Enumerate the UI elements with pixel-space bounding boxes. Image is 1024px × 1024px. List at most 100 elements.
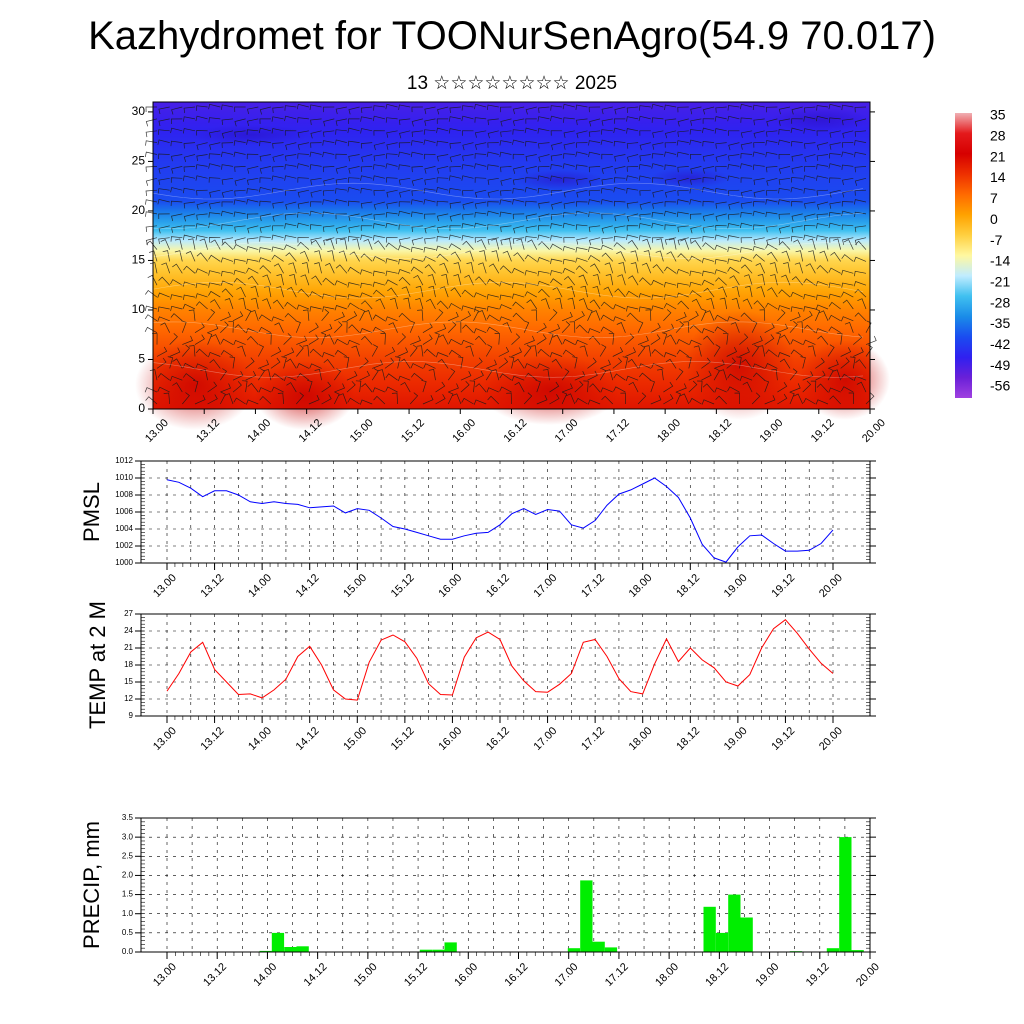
x-tick-label: 19.12 bbox=[769, 725, 797, 753]
x-tick-label: 16.00 bbox=[436, 572, 464, 600]
precip-bar bbox=[284, 947, 297, 952]
x-tick-label: 19.12 bbox=[804, 961, 832, 989]
precip-bar bbox=[740, 917, 753, 952]
precip-bar bbox=[728, 894, 741, 952]
y-tick-label: 1004 bbox=[115, 524, 133, 533]
pmsl-grid bbox=[141, 460, 870, 564]
colorbar-label: -7 bbox=[990, 232, 1003, 248]
x-tick-label: 17.12 bbox=[604, 417, 632, 445]
x-tick-label: 19.00 bbox=[758, 417, 786, 445]
y-tick-label: 0 bbox=[138, 401, 145, 415]
precip-bar bbox=[259, 950, 272, 952]
page-title: Kazhydromet for TOONurSenAgro(54.9 70.01… bbox=[88, 14, 936, 58]
colorbar-label: -14 bbox=[990, 253, 1010, 269]
y-tick-label: 1012 bbox=[115, 456, 133, 465]
y-tick-label: 0.0 bbox=[122, 947, 134, 956]
x-tick-label: 20.00 bbox=[860, 417, 888, 445]
y-tick-label: 0.5 bbox=[122, 928, 134, 937]
y-tick-label: 10 bbox=[132, 302, 146, 316]
colorbar-label: 14 bbox=[990, 169, 1006, 185]
y-tick-label: 3.5 bbox=[122, 813, 134, 822]
warm-core bbox=[480, 355, 620, 425]
y-tick-label: 1002 bbox=[115, 541, 133, 550]
x-tick-label: 16.12 bbox=[484, 725, 512, 753]
x-tick-label: 19.00 bbox=[722, 725, 750, 753]
precip-bar bbox=[296, 946, 309, 952]
y-tick-label: 2.0 bbox=[122, 871, 134, 880]
cold-core bbox=[650, 168, 730, 188]
y-tick-label: 25 bbox=[132, 154, 146, 168]
contour-lines bbox=[152, 182, 864, 378]
x-tick-label: 16.00 bbox=[436, 725, 464, 753]
wind-barbs bbox=[144, 103, 877, 405]
cold-core bbox=[770, 108, 870, 132]
y-tick-label: 1010 bbox=[115, 473, 133, 482]
y-tick-label: 9 bbox=[129, 711, 134, 720]
precip-bar bbox=[715, 932, 729, 952]
y-tick-label: 27 bbox=[124, 609, 133, 618]
x-tick-label: 13.00 bbox=[151, 572, 179, 600]
y-tick-label: 1000 bbox=[115, 558, 133, 567]
colorbar-label: 7 bbox=[990, 190, 998, 206]
x-tick-label: 15.12 bbox=[402, 961, 430, 989]
y-tick-label: 30 bbox=[132, 104, 146, 118]
x-tick-label: 15.00 bbox=[341, 572, 369, 600]
colorbar bbox=[955, 113, 972, 398]
x-tick-label: 20.00 bbox=[854, 961, 882, 989]
y-tick-label: 21 bbox=[124, 643, 133, 652]
colorbar-label: -28 bbox=[990, 294, 1010, 310]
colorbar-label: -21 bbox=[990, 273, 1010, 289]
precip-bar bbox=[419, 949, 433, 952]
precip-bar bbox=[592, 941, 605, 952]
x-tick-label: 18.00 bbox=[653, 961, 681, 989]
precip-frame bbox=[140, 817, 871, 953]
y-tick-label: 24 bbox=[124, 626, 133, 635]
x-tick-label: 15.00 bbox=[348, 417, 376, 445]
x-tick-label: 13.00 bbox=[151, 961, 179, 989]
colorbar-label: -35 bbox=[990, 315, 1010, 331]
x-tick-label: 16.12 bbox=[502, 961, 530, 989]
cold-core bbox=[515, 170, 605, 190]
pmsl-frame bbox=[140, 460, 871, 564]
x-tick-label: 14.12 bbox=[294, 572, 322, 600]
x-tick-label: 18.00 bbox=[627, 572, 655, 600]
precip-bar bbox=[271, 932, 285, 952]
temp-2m-frame bbox=[140, 613, 871, 717]
pmsl-ylabel: PMSL bbox=[79, 482, 104, 542]
x-tick-label: 15.12 bbox=[389, 572, 417, 600]
colorbar-label: 0 bbox=[990, 211, 998, 227]
y-tick-label: 15 bbox=[124, 677, 133, 686]
precip-grid bbox=[141, 817, 871, 953]
y-tick-label: 1008 bbox=[115, 490, 133, 499]
precip-bar bbox=[604, 947, 618, 952]
precip-ylabel: PRECIP, mm bbox=[79, 821, 104, 949]
colorbar-label: 21 bbox=[990, 148, 1006, 164]
precip-bar bbox=[851, 950, 864, 952]
precip-bar bbox=[839, 837, 852, 952]
x-tick-label: 15.00 bbox=[341, 725, 369, 753]
x-tick-label: 17.12 bbox=[579, 725, 607, 753]
x-tick-label: 15.00 bbox=[352, 961, 380, 989]
x-tick-label: 20.00 bbox=[817, 572, 845, 600]
x-tick-label: 14.12 bbox=[302, 961, 330, 989]
x-tick-label: 17.00 bbox=[532, 725, 560, 753]
x-tick-label: 13.12 bbox=[201, 961, 229, 989]
y-tick-label: 5 bbox=[138, 352, 145, 366]
x-tick-label: 15.12 bbox=[389, 725, 417, 753]
x-tick-label: 18.12 bbox=[706, 417, 734, 445]
colorbar-label: 35 bbox=[990, 107, 1006, 123]
y-tick-label: 1.0 bbox=[122, 909, 134, 918]
temp-2m-ylabel: TEMP at 2 M bbox=[85, 601, 110, 729]
x-tick-label: 19.12 bbox=[809, 417, 837, 445]
x-tick-label: 14.00 bbox=[251, 961, 279, 989]
x-tick-label: 14.00 bbox=[246, 572, 274, 600]
x-tick-label: 18.12 bbox=[703, 961, 731, 989]
y-tick-label: 1.5 bbox=[122, 890, 134, 899]
x-tick-label: 13.12 bbox=[199, 572, 227, 600]
x-tick-label: 14.00 bbox=[245, 417, 273, 445]
x-tick-label: 15.12 bbox=[399, 417, 427, 445]
x-tick-label: 13.00 bbox=[151, 725, 179, 753]
x-tick-label: 19.00 bbox=[722, 572, 750, 600]
temp-2m-series-line bbox=[166, 619, 834, 701]
